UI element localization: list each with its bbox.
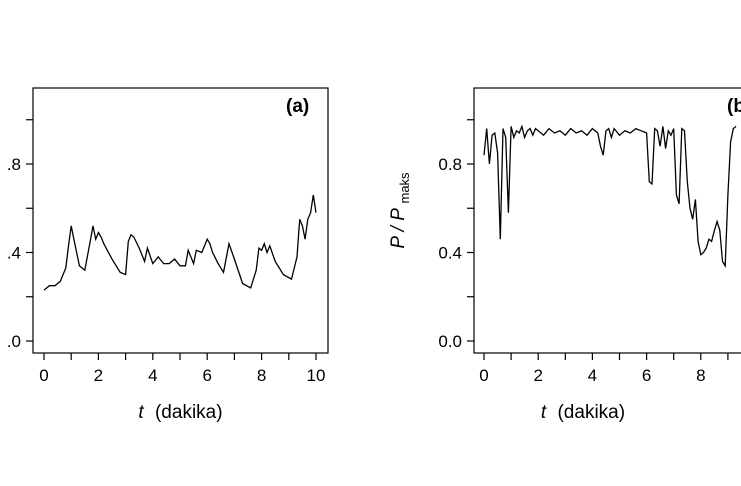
panel-b-y-axis-title: P / P maks	[388, 172, 412, 249]
y-tick-label: 0.8	[438, 155, 462, 174]
panel-b-y-axis-main: P / P	[388, 208, 409, 249]
x-tick-label: 10	[307, 366, 326, 385]
panel-b-x-axis-unit: (dakika)	[557, 402, 625, 423]
panel-b-plot-frame	[473, 87, 741, 354]
panel-a-x-axis: 0 2 4 6 8 10	[39, 353, 325, 385]
x-tick-label: 2	[94, 366, 103, 385]
y-tick-label: 0.4	[438, 244, 462, 263]
panel-a-x-axis-title: t (dakika)	[138, 402, 222, 423]
panel-a-series-line	[43, 194, 317, 291]
panel-a-x-axis-unit: (dakika)	[155, 402, 223, 423]
x-tick-label: 8	[696, 366, 705, 385]
panel-b-x-axis-var: t	[541, 402, 547, 423]
panel-b-y-axis: 0.0 0.4 0.8	[438, 119, 474, 351]
x-tick-label: 8	[257, 366, 266, 385]
panel-b-x-axis: 0 2 4 6 8	[479, 353, 729, 385]
panel-a-plot-frame	[32, 87, 329, 354]
panel-b-x-axis-title: t (dakika)	[541, 402, 625, 423]
x-tick-label: 0	[479, 366, 488, 385]
x-tick-label: 6	[202, 366, 211, 385]
x-tick-label: 2	[533, 366, 542, 385]
panel-b-y-axis-sub: maks	[397, 172, 412, 204]
panel-a-y-axis: .0 .4 .8	[7, 119, 33, 351]
x-tick-label: 6	[642, 366, 651, 385]
panel-b: 0.0 0.4 0.8 0 2 4 6 8 (b) t (dakika) P / P mak…	[388, 87, 741, 423]
x-tick-label: 4	[588, 366, 597, 385]
y-tick-label: .8	[7, 155, 21, 174]
x-tick-label: 4	[148, 366, 157, 385]
x-tick-label: 0	[39, 366, 48, 385]
y-tick-label: .0	[7, 332, 21, 351]
panel-a: .0 .4 .8 0 2 4 6 8 10 (a) t (dakika)	[7, 87, 329, 423]
panel-a-label: (a)	[286, 96, 309, 117]
panel-a-x-axis-var: t	[138, 402, 144, 423]
y-tick-label: .4	[7, 244, 21, 263]
panel-b-series-line	[483, 124, 737, 268]
panel-b-label: (b)	[727, 96, 741, 117]
y-tick-label: 0.0	[438, 332, 462, 351]
